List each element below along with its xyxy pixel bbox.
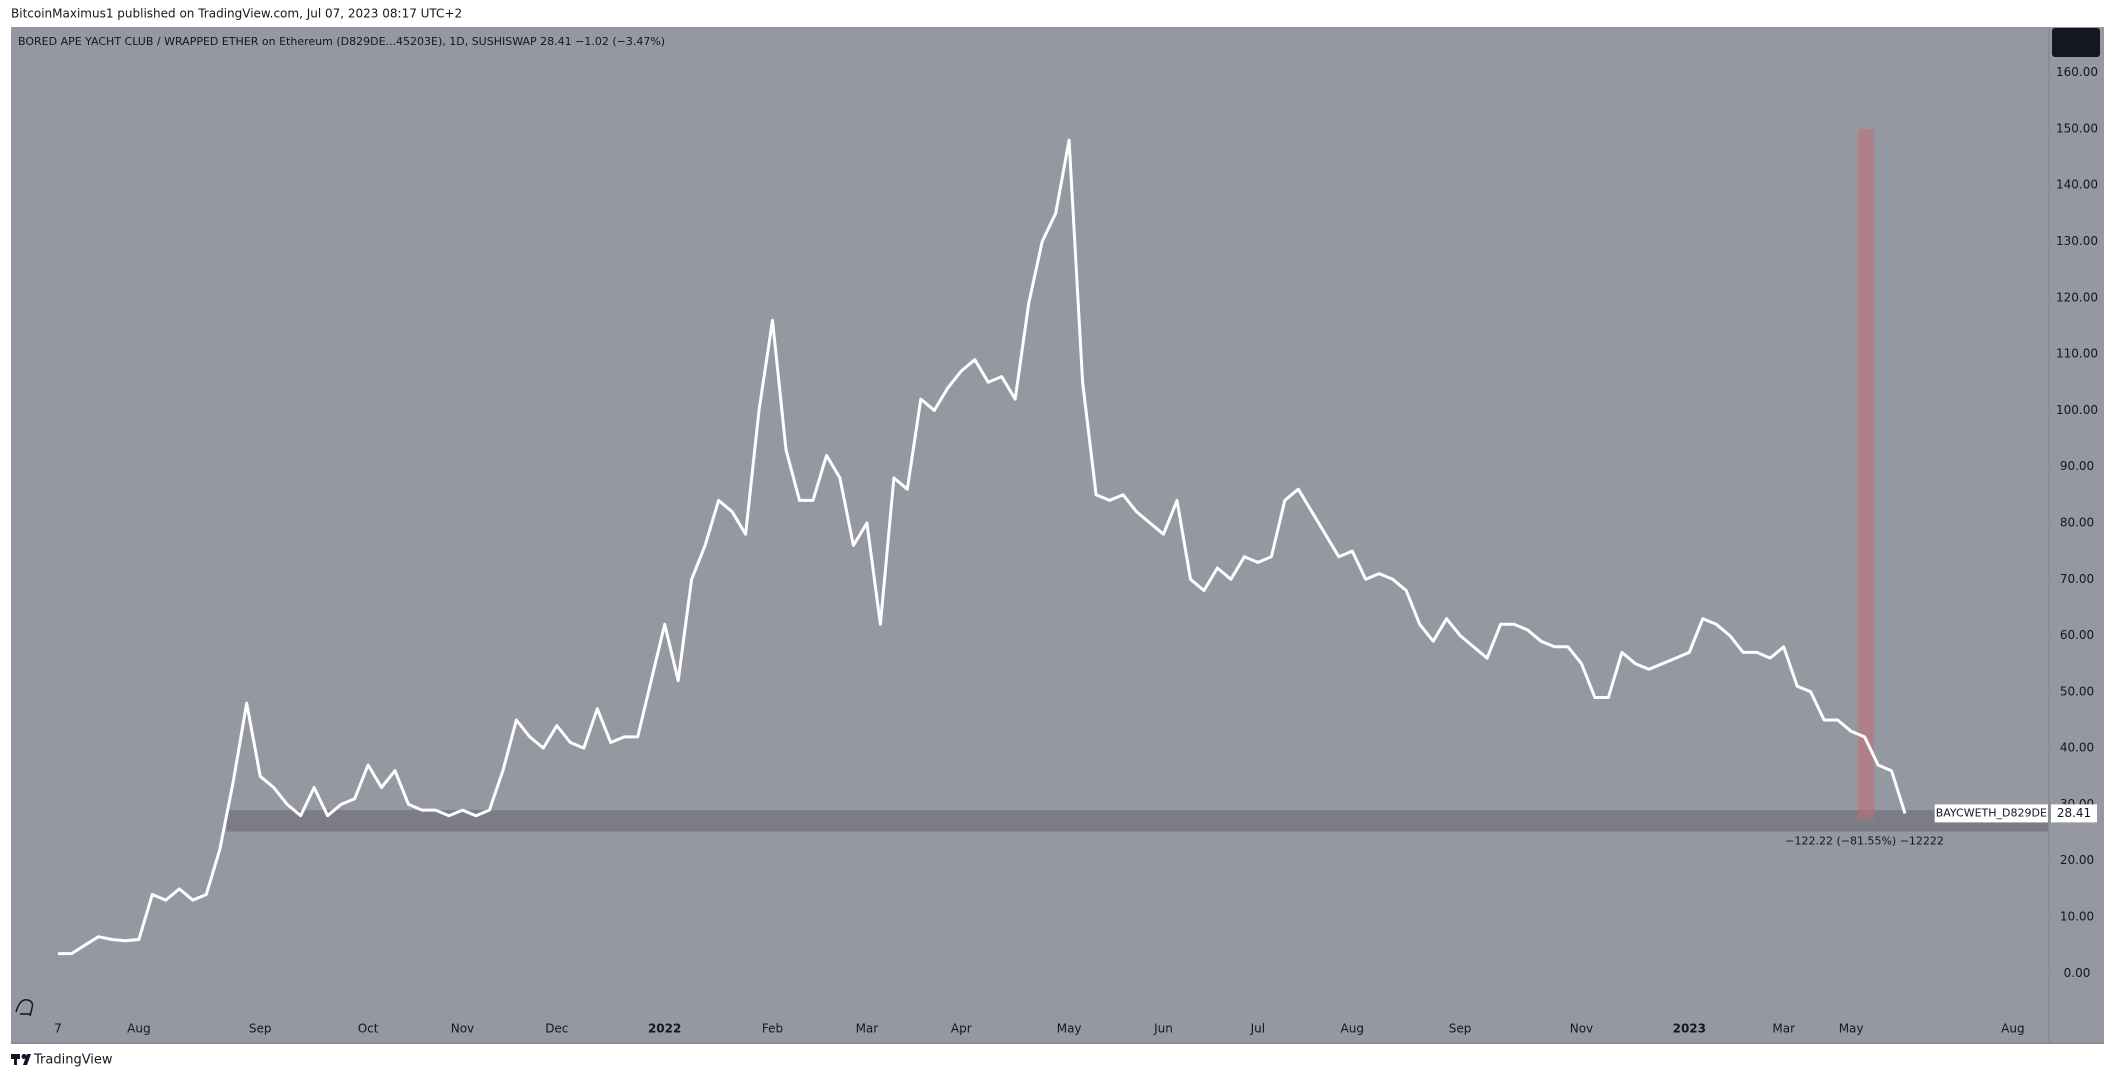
y-tick-label: 10.00 [2060, 910, 2094, 924]
x-tick-label: 2022 [648, 1022, 681, 1036]
y-tick-label: 100.00 [2056, 403, 2098, 417]
y-tick-label: 150.00 [2056, 121, 2098, 135]
x-tick-label: Dec [545, 1022, 568, 1036]
x-tick-label: 2023 [1673, 1022, 1706, 1036]
y-tick-label: 20.00 [2060, 853, 2094, 867]
y-tick-label: 80.00 [2060, 515, 2094, 529]
x-tick-label: Sep [249, 1022, 272, 1036]
x-tick-label: May [1057, 1022, 1082, 1036]
series-name: BAYCWETH_D829DE [1936, 806, 2047, 819]
y-tick-label: 70.00 [2060, 572, 2094, 586]
y-tick-label: 160.00 [2056, 65, 2098, 79]
measure-box [1857, 128, 1875, 820]
last-price-box [2051, 804, 2097, 823]
legend-text: BORED APE YACHT CLUB / WRAPPED ETHER on … [18, 35, 665, 48]
y-tick-label: 50.00 [2060, 684, 2094, 698]
y-tick-label: 60.00 [2060, 628, 2094, 642]
x-tick-label: Nov [1570, 1022, 1593, 1036]
support-zone [226, 810, 2048, 832]
x-tick-label: Oct [358, 1022, 379, 1036]
y-tick-label: 140.00 [2056, 178, 2098, 192]
y-tick-label: 90.00 [2060, 459, 2094, 473]
last-price-label: 28.41 [2057, 806, 2091, 820]
brand: TradingView [33, 1053, 113, 1068]
x-tick-label: Feb [762, 1022, 783, 1036]
x-tick-label: Sep [1449, 1022, 1472, 1036]
y-tick-label: 110.00 [2056, 347, 2098, 361]
x-tick-label: Apr [951, 1022, 972, 1036]
x-tick-label: Aug [2001, 1022, 2024, 1036]
publisher-line: BitcoinMaximus1 published on TradingView… [11, 7, 462, 21]
dino-icon [15, 999, 34, 1017]
x-tick-label: Jun [1153, 1022, 1173, 1036]
axis-separator [2048, 27, 2050, 1044]
x-tick-label: 7 [54, 1022, 62, 1036]
x-tick-label: Mar [1772, 1022, 1795, 1036]
x-tick-label: Aug [127, 1022, 150, 1036]
price-line [58, 138, 1907, 956]
measure-label: −122.22 (−81.55%) −12222 [1785, 835, 1944, 848]
x-tick-label: May [1839, 1022, 1864, 1036]
y-tick-label: 40.00 [2060, 741, 2094, 755]
x-tick-label: Jul [1250, 1022, 1265, 1036]
x-tick-label: Aug [1341, 1022, 1364, 1036]
x-tick-label: Nov [451, 1022, 474, 1036]
axis-separator [11, 1042, 2104, 1044]
y-tick-label: 0.00 [2064, 966, 2091, 980]
y-tick-label: 120.00 [2056, 290, 2098, 304]
y-tick-label: 130.00 [2056, 234, 2098, 248]
toolbar-button[interactable] [2052, 28, 2100, 57]
tv-logo [11, 1054, 31, 1065]
series-name-box [1934, 804, 2048, 823]
x-tick-label: Mar [856, 1022, 879, 1036]
plot-background [11, 27, 2104, 1042]
